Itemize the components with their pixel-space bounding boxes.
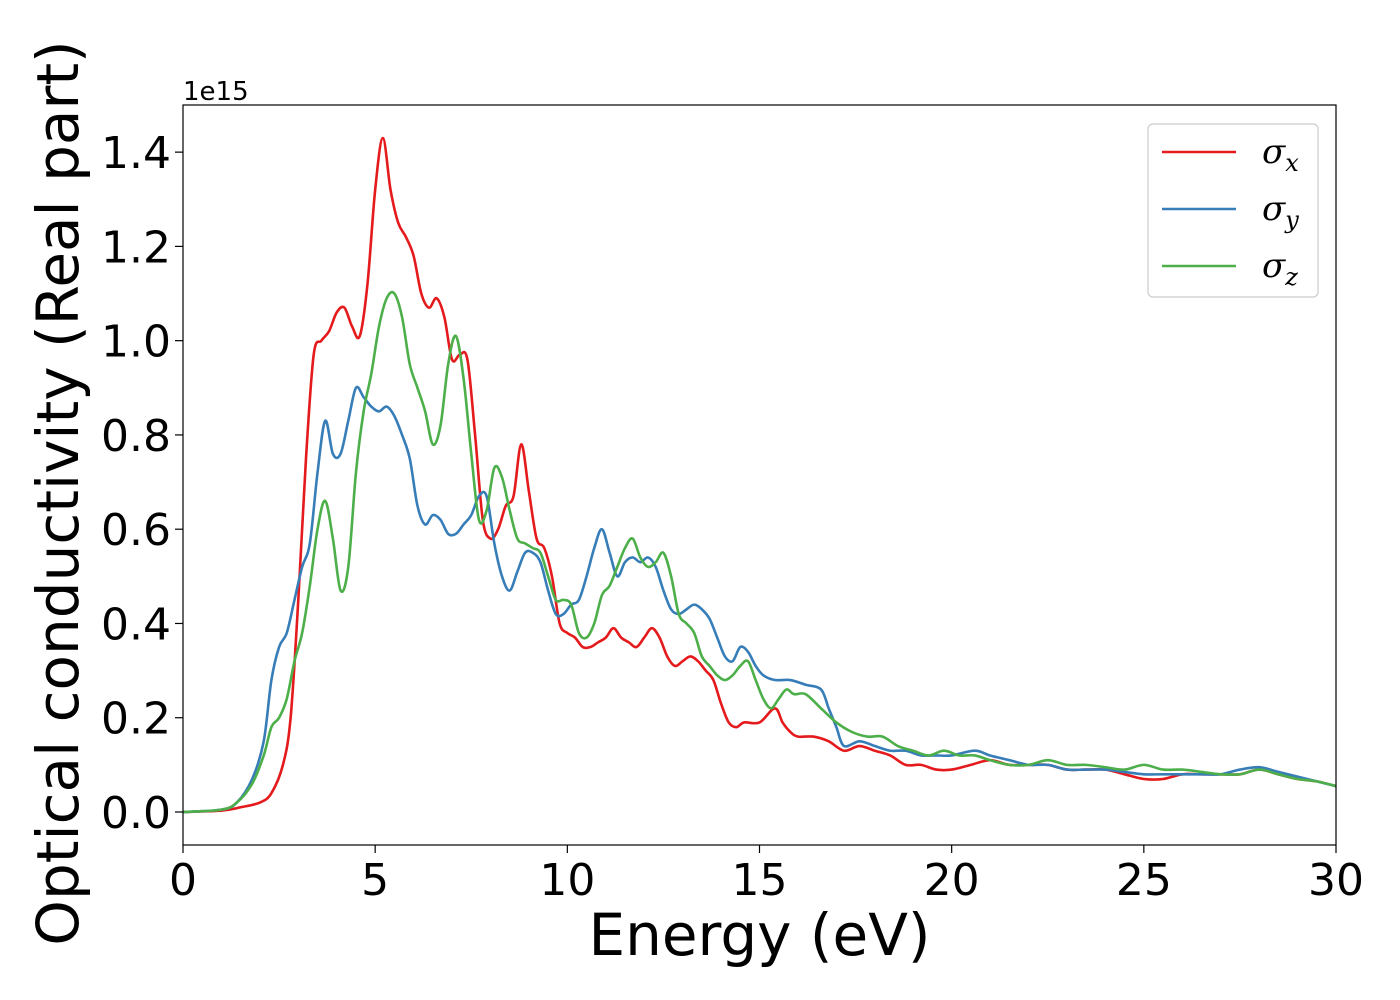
legend-label-y: σy bbox=[1262, 189, 1299, 234]
legend-label-z: σz bbox=[1262, 246, 1298, 291]
x-tick-label: 30 bbox=[1308, 855, 1364, 906]
y-tick-label: 0.2 bbox=[101, 694, 171, 745]
series-line-z bbox=[183, 290, 1336, 814]
x-tick-label: 25 bbox=[1116, 855, 1172, 906]
y-tick-label: 0.4 bbox=[101, 599, 171, 650]
x-tick-label: 10 bbox=[539, 855, 595, 906]
y-axis-label: Optical conductivity (Real part) bbox=[24, 40, 92, 945]
series-lines bbox=[183, 136, 1336, 814]
x-tick-label: 20 bbox=[924, 855, 980, 906]
y-tick-label: 0.0 bbox=[101, 788, 171, 839]
x-tick-label: 0 bbox=[169, 855, 197, 906]
legend-label-x: σx bbox=[1262, 132, 1299, 177]
x-tick-label: 15 bbox=[732, 855, 788, 906]
y-tick-label: 0.6 bbox=[101, 505, 171, 556]
x-axis-ticks: 0 5 10 15 20 25 30 bbox=[169, 845, 1364, 906]
y-axis-ticks: 0.0 0.2 0.4 0.6 0.8 1.0 1.2 1.4 bbox=[101, 128, 183, 839]
series-line-y bbox=[183, 385, 1336, 814]
y-tick-label: 1.2 bbox=[101, 222, 171, 273]
y-tick-label: 1.0 bbox=[101, 317, 171, 368]
legend: σx σy σz bbox=[1147, 123, 1319, 298]
x-axis-label: Energy (eV) bbox=[588, 901, 930, 969]
y-tick-label: 1.4 bbox=[101, 128, 171, 179]
x-tick-label: 5 bbox=[361, 855, 389, 906]
y-offset-label: 1e15 bbox=[183, 77, 249, 107]
y-tick-label: 0.8 bbox=[101, 411, 171, 462]
legend-box bbox=[1147, 123, 1319, 298]
